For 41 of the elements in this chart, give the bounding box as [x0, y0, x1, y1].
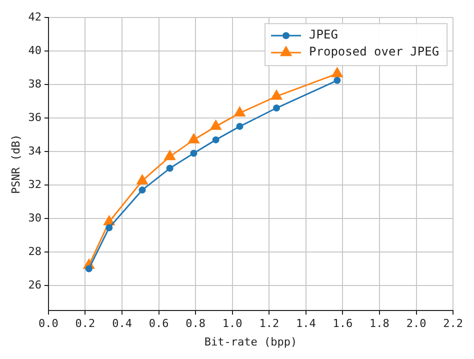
y-tick-label: 28 — [28, 244, 42, 258]
y-axis-title: PSNR (dB) — [9, 134, 22, 194]
y-tick-label: 30 — [28, 211, 42, 224]
y-tick-label: 36 — [28, 110, 42, 124]
y-tick-label: 40 — [28, 44, 42, 57]
x-tick-label: 1.2 — [259, 317, 280, 330]
point — [106, 224, 113, 232]
x-tick-label: 1.8 — [370, 317, 390, 330]
point — [273, 104, 280, 112]
legend-label: JPEG — [309, 28, 338, 42]
point — [236, 122, 244, 130]
point — [166, 164, 174, 172]
point — [164, 150, 176, 160]
point — [270, 89, 283, 100]
x-tick-label: 0.0 — [38, 317, 58, 330]
x-tick-label: 1.4 — [296, 317, 316, 330]
point — [190, 150, 198, 157]
y-tick-label: 34 — [28, 144, 42, 158]
legend-label: Proposed over JPEG — [309, 44, 440, 59]
point — [210, 119, 222, 130]
y-tick-label: 32 — [28, 178, 42, 191]
x-tick-label: 0.6 — [148, 317, 169, 330]
point — [234, 106, 246, 117]
y-tick-label: 38 — [28, 77, 42, 90]
point — [85, 265, 92, 272]
point — [331, 66, 344, 78]
x-tick-label: 0.2 — [75, 317, 96, 330]
x-tick-label: 1.6 — [332, 317, 353, 330]
x-tick-label: 2.2 — [443, 317, 464, 330]
x-tick-label: 0.8 — [186, 317, 206, 330]
x-tick-label: 2.0 — [406, 317, 426, 330]
point — [212, 136, 220, 144]
point — [138, 186, 146, 194]
x-tick-label: 0.4 — [112, 317, 132, 330]
x-axis-title: Bit-rate (bpp) — [204, 335, 298, 348]
point — [334, 76, 341, 84]
point — [188, 132, 200, 144]
y-tick-label: 26 — [28, 278, 42, 292]
x-tick-label: 1.0 — [222, 317, 242, 330]
y-tick-label: 42 — [28, 10, 42, 24]
point — [136, 174, 148, 184]
